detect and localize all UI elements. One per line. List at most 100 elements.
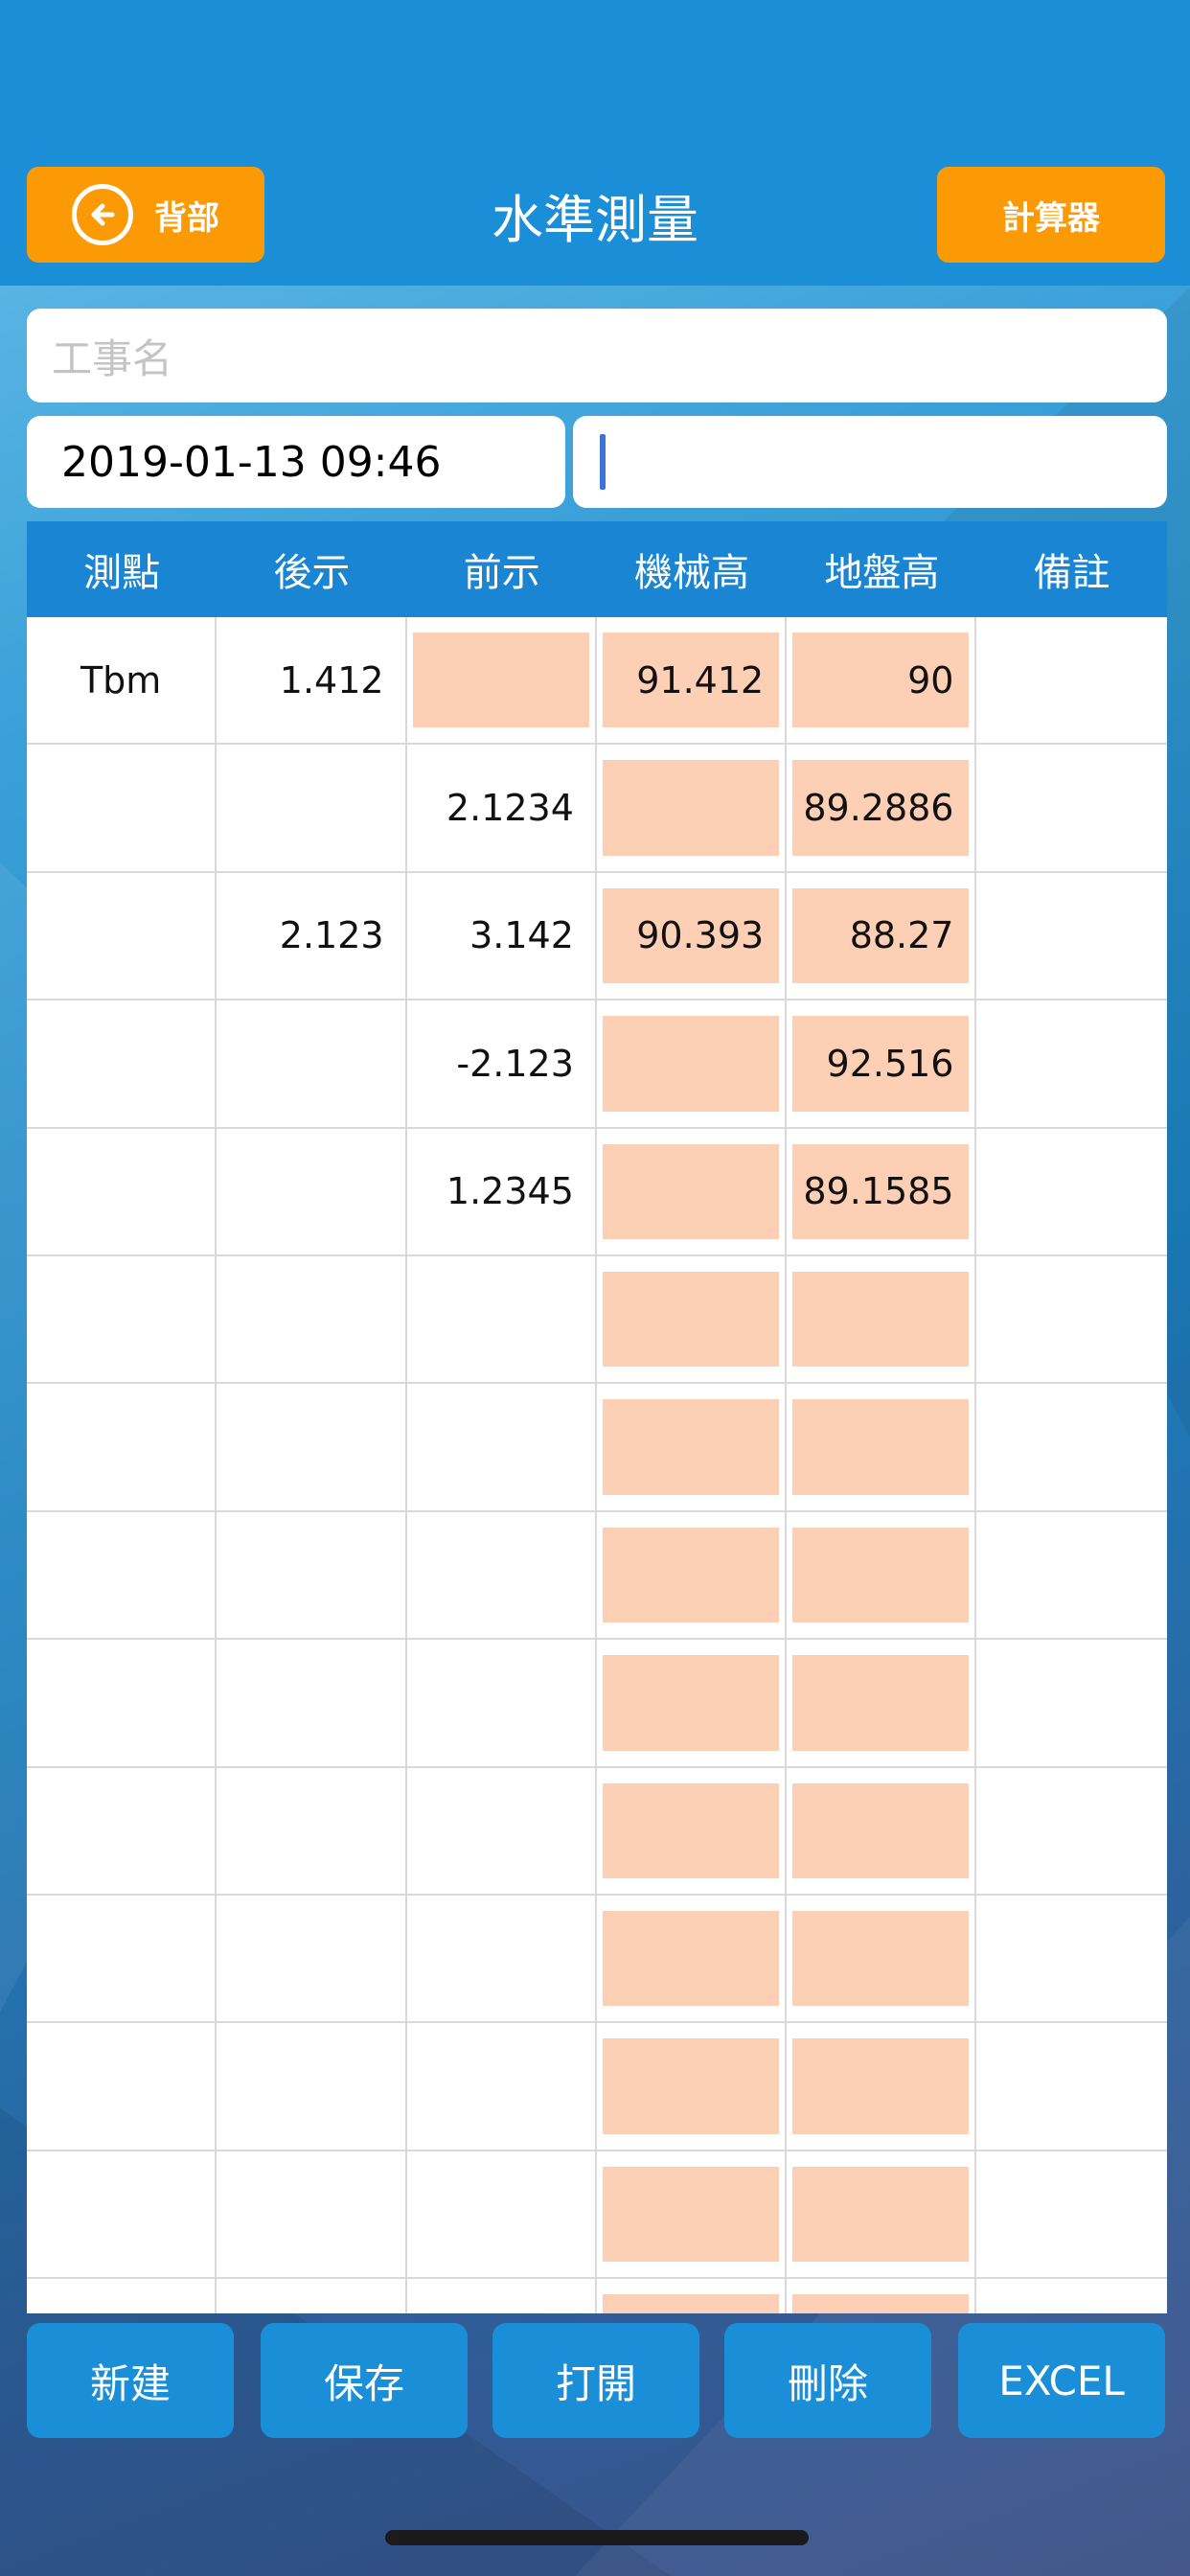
cell-backsight[interactable]: 1.412 <box>217 617 407 744</box>
cell-point[interactable] <box>27 1511 217 1639</box>
cell-instrument-height[interactable] <box>597 1128 788 1254</box>
cell-foresight[interactable] <box>407 2279 597 2313</box>
cell-remarks[interactable] <box>976 1896 1166 2021</box>
cell-backsight[interactable] <box>217 2023 407 2150</box>
cell-point[interactable] <box>27 1895 217 2022</box>
cell-ground-height[interactable] <box>787 2023 977 2150</box>
calculator-button[interactable]: 計算器 <box>937 167 1165 263</box>
cell-point[interactable] <box>27 1000 217 1127</box>
table-header: 測點 後示 前示 機械高 地盤高 備註 <box>27 521 1167 617</box>
cell-ground-height[interactable] <box>787 1384 977 1510</box>
cell-ground-height[interactable] <box>787 1511 977 1639</box>
cell-backsight[interactable]: 2.123 <box>217 872 407 1000</box>
cell-ground-height[interactable]: 89.2886 <box>787 745 977 871</box>
cell-ground-height[interactable] <box>787 1640 977 1766</box>
cell-value: 1.2345 <box>446 1170 574 1213</box>
cell-remarks[interactable] <box>976 2151 1166 2277</box>
cell-foresight[interactable] <box>407 617 597 744</box>
cell-point[interactable] <box>27 1384 217 1510</box>
cell-backsight[interactable] <box>217 1767 407 1894</box>
cell-remarks[interactable] <box>976 1512 1166 1638</box>
cell-foresight[interactable] <box>407 1895 597 2022</box>
cell-instrument-height[interactable] <box>597 745 788 871</box>
cell-instrument-height[interactable]: 91.412 <box>597 617 788 744</box>
cell-instrument-height[interactable] <box>597 1895 788 2022</box>
open-button[interactable]: 打開 <box>492 2323 699 2438</box>
cell-remarks[interactable] <box>976 617 1166 743</box>
cell-point[interactable] <box>27 1255 217 1383</box>
cell-foresight[interactable] <box>407 1384 597 1510</box>
cell-ground-height[interactable] <box>787 2279 977 2313</box>
cell-point[interactable] <box>27 2279 217 2313</box>
cell-backsight[interactable] <box>217 2150 407 2278</box>
table-row <box>27 2150 1167 2280</box>
cell-point[interactable]: Tbm <box>27 617 217 744</box>
cell-remarks[interactable] <box>976 1384 1166 1509</box>
save-button[interactable]: 保存 <box>261 2323 468 2438</box>
cell-ground-height[interactable] <box>787 2150 977 2278</box>
cell-backsight[interactable] <box>217 1895 407 2022</box>
cell-instrument-height[interactable] <box>597 2150 788 2278</box>
cell-remarks[interactable] <box>976 2279 1166 2313</box>
cell-ground-height[interactable] <box>787 1255 977 1383</box>
cell-backsight[interactable] <box>217 1255 407 1383</box>
cell-remarks[interactable] <box>976 1768 1166 1894</box>
cell-foresight[interactable] <box>407 2023 597 2150</box>
note-input[interactable] <box>573 416 1167 508</box>
cell-foresight[interactable] <box>407 1511 597 1639</box>
table-row <box>27 1640 1167 1768</box>
cell-instrument-height[interactable] <box>597 2279 788 2313</box>
cell-backsight[interactable] <box>217 1000 407 1127</box>
cell-ground-height[interactable]: 92.516 <box>787 1000 977 1127</box>
excel-button[interactable]: EXCEL <box>958 2323 1165 2438</box>
cell-instrument-height[interactable] <box>597 1640 788 1766</box>
cell-value: 88.27 <box>849 914 954 957</box>
new-button[interactable]: 新建 <box>27 2323 234 2438</box>
project-name-input[interactable]: 工事名 <box>27 309 1167 402</box>
cell-foresight[interactable] <box>407 1767 597 1894</box>
cell-foresight[interactable]: 1.2345 <box>407 1128 597 1254</box>
cell-backsight[interactable] <box>217 1384 407 1510</box>
cell-remarks[interactable] <box>976 2023 1166 2149</box>
cell-backsight[interactable] <box>217 1128 407 1254</box>
cell-remarks[interactable] <box>976 1256 1166 1382</box>
cell-instrument-height[interactable] <box>597 1384 788 1510</box>
cell-point[interactable] <box>27 2023 217 2150</box>
cell-remarks[interactable] <box>976 1640 1166 1765</box>
cell-instrument-height[interactable] <box>597 2023 788 2150</box>
cell-point[interactable] <box>27 872 217 1000</box>
cell-point[interactable] <box>27 1640 217 1766</box>
cell-foresight[interactable] <box>407 2150 597 2278</box>
cell-point[interactable] <box>27 745 217 871</box>
cell-backsight[interactable] <box>217 1511 407 1639</box>
cell-ground-height[interactable] <box>787 1767 977 1894</box>
cell-foresight[interactable] <box>407 1255 597 1383</box>
back-button[interactable]: 背部 <box>27 167 264 263</box>
cell-foresight[interactable]: -2.123 <box>407 1000 597 1127</box>
cell-remarks[interactable] <box>976 745 1166 870</box>
cell-instrument-height[interactable] <box>597 1000 788 1127</box>
date-field[interactable]: 2019-01-13 09:46 <box>27 416 565 508</box>
cell-instrument-height[interactable] <box>597 1255 788 1383</box>
cell-ground-height[interactable] <box>787 1895 977 2022</box>
cell-remarks[interactable] <box>976 873 1166 999</box>
cell-point[interactable] <box>27 1128 217 1254</box>
cell-ground-height[interactable]: 88.27 <box>787 872 977 1000</box>
cell-ground-height[interactable]: 90 <box>787 617 977 744</box>
bottom-toolbar: 新建 保存 打開 刪除 EXCEL <box>0 2313 1190 2576</box>
cell-foresight[interactable] <box>407 1640 597 1766</box>
cell-foresight[interactable]: 2.1234 <box>407 745 597 871</box>
cell-point[interactable] <box>27 2150 217 2278</box>
cell-instrument-height[interactable]: 90.393 <box>597 872 788 1000</box>
cell-ground-height[interactable]: 89.1585 <box>787 1128 977 1254</box>
cell-instrument-height[interactable] <box>597 1511 788 1639</box>
cell-remarks[interactable] <box>976 1000 1166 1126</box>
cell-foresight[interactable]: 3.142 <box>407 872 597 1000</box>
cell-instrument-height[interactable] <box>597 1767 788 1894</box>
cell-point[interactable] <box>27 1767 217 1894</box>
cell-backsight[interactable] <box>217 1640 407 1766</box>
cell-backsight[interactable] <box>217 2279 407 2313</box>
cell-backsight[interactable] <box>217 745 407 871</box>
delete-button[interactable]: 刪除 <box>724 2323 931 2438</box>
cell-remarks[interactable] <box>976 1129 1166 1254</box>
